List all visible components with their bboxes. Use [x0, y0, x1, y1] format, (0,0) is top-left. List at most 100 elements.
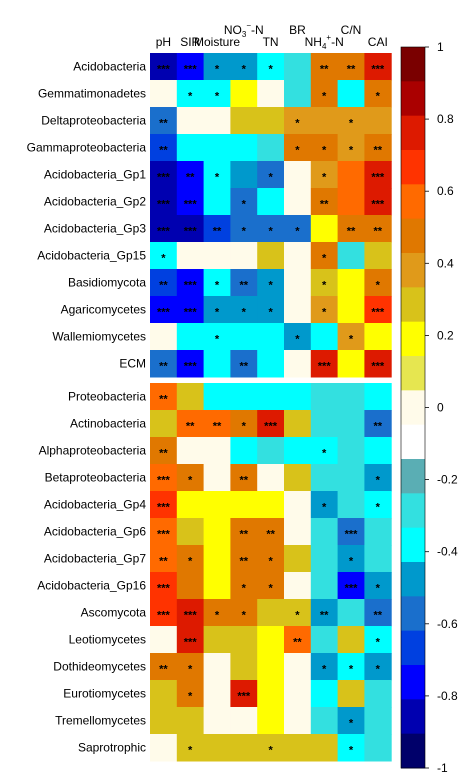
- column-label: NH4+-N: [305, 33, 344, 51]
- heatmap-cell: [203, 680, 231, 708]
- significance-marker: *: [188, 691, 193, 703]
- heatmap-cell: [150, 383, 178, 411]
- heatmap-cell: [230, 599, 258, 627]
- significance-marker: *: [188, 664, 193, 676]
- heatmap-cell: [230, 161, 258, 189]
- heatmap-cell: [364, 269, 392, 297]
- heatmap-cell: [230, 383, 258, 411]
- heatmap-cell: [203, 626, 231, 654]
- heatmap-cell: [150, 161, 178, 189]
- heatmap-cell: [150, 518, 178, 546]
- heatmap-cell: [150, 107, 178, 135]
- heatmap-cell: [364, 491, 392, 519]
- colorbar-segment: [401, 150, 425, 185]
- heatmap-cell: [203, 545, 231, 573]
- column-label: BR: [289, 23, 306, 37]
- significance-marker: ***: [157, 610, 171, 622]
- heatmap-cell: [337, 215, 365, 243]
- heatmap-cell: [176, 626, 205, 654]
- significance-marker: **: [186, 421, 195, 433]
- column-label: TN: [263, 35, 279, 49]
- heatmap-cell: [150, 572, 178, 600]
- significance-marker: *: [188, 475, 193, 487]
- heatmap-cell: [230, 653, 258, 681]
- heatmap-cell: [337, 572, 365, 600]
- heatmap-cell: [203, 269, 231, 297]
- heatmap-cell: [176, 296, 205, 324]
- row-label: Eurotiomycetes: [63, 687, 146, 701]
- heatmap-cell: [310, 653, 339, 681]
- significance-marker: *: [295, 610, 300, 622]
- heatmap-cell: [150, 350, 178, 378]
- significance-marker: *: [268, 745, 273, 757]
- heatmap-cell: [203, 572, 231, 600]
- heatmap-cell: [364, 242, 392, 270]
- heatmap-cell: [310, 161, 339, 189]
- significance-marker: *: [349, 334, 354, 346]
- significance-marker: **: [240, 556, 249, 568]
- heatmap-cell: [337, 410, 365, 438]
- heatmap-cell: [176, 491, 205, 519]
- significance-marker: *: [349, 145, 354, 157]
- row-label: Acidobacteria_Gp16: [37, 579, 146, 593]
- heatmap-cell: [364, 410, 392, 438]
- colorbar-tick-label: -1: [437, 761, 448, 775]
- colorbar-tick-label: 0.6: [437, 184, 454, 198]
- heatmap-cell: [284, 572, 312, 600]
- heatmap-cell: [150, 680, 178, 708]
- colorbar-segment: [401, 527, 425, 563]
- significance-marker: *: [268, 556, 273, 568]
- row-label: Proteobacteria: [68, 390, 146, 404]
- heatmap-cell: [310, 410, 339, 438]
- colorbar-segment: [401, 459, 425, 494]
- heatmap-cell: [230, 491, 258, 519]
- significance-marker: *: [268, 280, 273, 292]
- heatmap-cell: [284, 215, 312, 243]
- significance-marker: **: [159, 280, 168, 292]
- row-label: Saprotrophic: [78, 741, 146, 755]
- heatmap-cell: [310, 215, 339, 243]
- heatmap-cell: [337, 296, 365, 324]
- heatmap-cell: [230, 134, 258, 162]
- significance-marker: ***: [184, 64, 198, 76]
- heatmap-cell: [176, 107, 205, 135]
- heatmap-cell: [203, 437, 231, 465]
- heatmap-cell: [284, 269, 312, 297]
- heatmap-cell: [203, 215, 231, 243]
- significance-marker: ***: [157, 529, 171, 541]
- column-label: SIR: [180, 35, 200, 49]
- significance-marker: ***: [157, 199, 171, 211]
- significance-marker: **: [347, 64, 356, 76]
- heatmap-cell: [364, 599, 392, 627]
- heatmap-cell: [203, 464, 231, 492]
- significance-marker: **: [213, 226, 222, 238]
- heatmap-cell: [364, 464, 392, 492]
- heatmap-cell: [337, 383, 365, 411]
- significance-marker: ***: [184, 199, 198, 211]
- significance-marker: ***: [264, 421, 278, 433]
- heatmap-cell: [203, 734, 231, 762]
- colorbar-segment: [401, 665, 425, 700]
- heatmap-cell: [230, 296, 258, 324]
- significance-marker: *: [242, 64, 247, 76]
- heatmap-cell: [310, 134, 339, 162]
- heatmap-cell: [364, 437, 392, 465]
- heatmap-cell: [257, 518, 285, 546]
- heatmap-cell: [176, 572, 205, 600]
- colorbar-tick-label: -0.2: [437, 473, 458, 487]
- row-label: Leotiomycetes: [69, 633, 146, 647]
- significance-marker: *: [349, 745, 354, 757]
- heatmap-cell: [230, 107, 258, 135]
- heatmap-cell: [310, 80, 339, 108]
- significance-marker: *: [188, 556, 193, 568]
- row-label: Ascomycota: [81, 606, 147, 620]
- heatmap-cell: [150, 410, 178, 438]
- heatmap-cell: [284, 350, 312, 378]
- significance-marker: **: [320, 64, 329, 76]
- heatmap-cell: [364, 518, 392, 546]
- heatmap-cell: [310, 269, 339, 297]
- heatmap-cell: [337, 518, 365, 546]
- significance-marker: ***: [184, 637, 198, 649]
- heatmap-cell: [203, 491, 231, 519]
- row-label: Acidobacteria_Gp15: [37, 249, 146, 263]
